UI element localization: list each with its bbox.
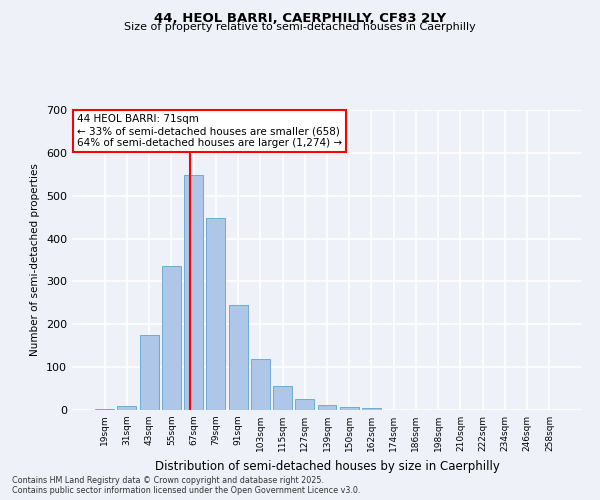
Text: 44 HEOL BARRI: 71sqm
← 33% of semi-detached houses are smaller (658)
64% of semi: 44 HEOL BARRI: 71sqm ← 33% of semi-detac… <box>77 114 342 148</box>
Bar <box>140 335 158 410</box>
Bar <box>295 399 314 410</box>
Bar <box>251 358 270 410</box>
Bar <box>340 406 359 410</box>
Bar <box>95 408 114 410</box>
Text: Size of property relative to semi-detached houses in Caerphilly: Size of property relative to semi-detach… <box>124 22 476 32</box>
Bar <box>162 266 181 410</box>
Bar <box>118 406 136 410</box>
Bar <box>184 175 203 410</box>
Bar <box>273 386 292 410</box>
X-axis label: Distribution of semi-detached houses by size in Caerphilly: Distribution of semi-detached houses by … <box>155 460 499 472</box>
Bar <box>317 405 337 410</box>
Text: Contains HM Land Registry data © Crown copyright and database right 2025.
Contai: Contains HM Land Registry data © Crown c… <box>12 476 361 495</box>
Bar <box>362 408 381 410</box>
Bar <box>229 306 248 410</box>
Bar <box>206 218 225 410</box>
Y-axis label: Number of semi-detached properties: Number of semi-detached properties <box>31 164 40 356</box>
Text: 44, HEOL BARRI, CAERPHILLY, CF83 2LY: 44, HEOL BARRI, CAERPHILLY, CF83 2LY <box>154 12 446 26</box>
